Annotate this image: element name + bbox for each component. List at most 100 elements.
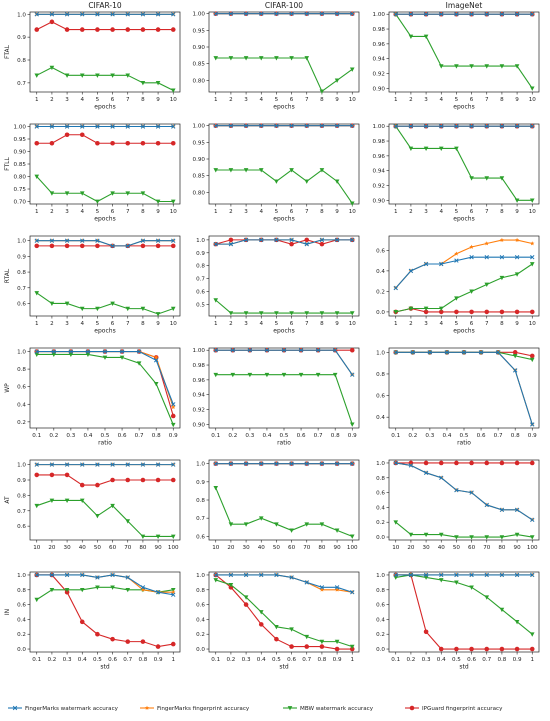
- y-tick-label: 0.95: [14, 137, 27, 143]
- data-point: [49, 140, 55, 146]
- data-point: [110, 503, 115, 509]
- data-point: [170, 641, 176, 647]
- data-point: [140, 462, 146, 467]
- data-point: [34, 73, 40, 78]
- series-fingermarks-watermark-accuracy: [393, 12, 535, 17]
- x-tick-label: 9: [335, 97, 339, 103]
- data-point: [140, 534, 146, 539]
- x-tick-label: 0.4: [83, 433, 92, 439]
- x-tick-label: 0.1: [32, 657, 41, 663]
- y-tick-label: 0.8: [17, 367, 26, 373]
- data-point: [258, 56, 264, 61]
- data-point: [499, 460, 505, 466]
- x-tick-label: 0.7: [314, 433, 323, 439]
- series-mbw-watermark-accuracy: [34, 174, 176, 205]
- data-point: [514, 572, 520, 578]
- series-mbw-watermark-accuracy: [213, 298, 355, 316]
- data-point: [319, 241, 325, 247]
- series-line: [395, 574, 533, 635]
- y-axis-label: AT: [4, 496, 11, 504]
- data-point: [110, 477, 115, 483]
- series-line: [36, 574, 174, 648]
- data-point: [423, 306, 429, 312]
- data-point: [258, 622, 264, 627]
- x-tick-label: 5: [96, 321, 100, 327]
- data-point: [484, 460, 490, 466]
- y-tick-label: 0.7: [196, 277, 205, 283]
- data-point: [228, 461, 234, 466]
- data-point: [514, 272, 520, 277]
- series-line: [36, 292, 174, 315]
- data-point: [34, 462, 39, 467]
- data-point: [484, 124, 489, 129]
- x-axis-label: epochs: [94, 328, 115, 335]
- x-tick-label: 4: [80, 97, 84, 103]
- data-point: [155, 140, 161, 146]
- series-line: [36, 134, 174, 144]
- data-point: [95, 140, 100, 146]
- data-point: [243, 237, 249, 243]
- data-point: [259, 237, 264, 243]
- subplot-15: 10 20 30 40 50 60 70 80 90 100 0.0 0.2 0.4 0.6 0.8 1.0: [376, 459, 540, 551]
- data-point: [499, 607, 505, 613]
- legend-marker: [12, 705, 18, 711]
- y-tick-label: 0.92: [193, 407, 205, 413]
- data-point: [228, 56, 234, 61]
- y-tick-label: 1.00: [193, 124, 206, 130]
- data-point: [228, 123, 234, 128]
- x-tick-label: 0.7: [494, 433, 503, 439]
- data-point: [334, 123, 340, 128]
- x-tick-label: 0.3: [422, 657, 431, 663]
- subplot-1: 1 2 3 4 5 6 7 8 9 10 0.7 0.8 0.9 1.0 epochs FTAL: [4, 11, 181, 111]
- data-point: [247, 348, 253, 353]
- data-point: [125, 243, 130, 249]
- series-fingermarks-watermark-accuracy: [213, 11, 355, 16]
- data-point: [64, 191, 70, 196]
- data-point: [228, 237, 234, 243]
- series-line: [215, 169, 353, 204]
- y-tick-label: 0.8: [196, 588, 205, 594]
- data-point: [529, 357, 535, 363]
- x-tick-label: 0.8: [152, 433, 161, 439]
- y-tick-label: 0.80: [193, 190, 206, 196]
- x-tick-label: 3: [424, 209, 428, 215]
- data-point: [125, 73, 131, 78]
- x-tick-label: 9: [515, 209, 519, 215]
- y-tick-label: 0.90: [193, 45, 206, 51]
- data-point: [34, 349, 39, 354]
- x-tick-label: 2: [409, 321, 413, 327]
- data-point: [439, 124, 444, 129]
- y-tick-label: 0.6: [376, 491, 385, 497]
- x-tick-label: 2: [50, 209, 54, 215]
- data-point: [125, 587, 131, 593]
- x-tick-label: 70: [124, 545, 132, 551]
- data-point: [49, 572, 55, 578]
- data-point: [125, 191, 131, 196]
- x-tick-label: 100: [347, 545, 358, 551]
- x-tick-label: 40: [258, 545, 266, 551]
- data-point: [484, 241, 489, 246]
- data-point: [79, 132, 85, 138]
- data-point: [95, 199, 100, 205]
- series-line: [36, 499, 174, 538]
- data-point: [228, 582, 234, 588]
- data-point: [423, 261, 429, 267]
- data-point: [140, 12, 146, 17]
- y-tick-label: 1.0: [17, 239, 26, 245]
- data-point: [514, 237, 520, 242]
- series-line: [36, 474, 174, 486]
- x-tick-label: 5: [455, 209, 459, 215]
- data-point: [49, 12, 55, 17]
- data-point: [289, 56, 294, 61]
- series-mbw-watermark-accuracy: [213, 578, 355, 650]
- data-point: [289, 237, 294, 243]
- data-point: [230, 372, 236, 378]
- data-point: [454, 296, 459, 301]
- data-point: [334, 585, 340, 590]
- x-tick-label: 0.9: [348, 433, 357, 439]
- x-tick-label: 4: [439, 97, 443, 103]
- y-tick-label: 0.9: [17, 478, 26, 484]
- x-tick-label: 4: [80, 209, 84, 215]
- data-point: [79, 306, 85, 312]
- data-point: [289, 241, 294, 247]
